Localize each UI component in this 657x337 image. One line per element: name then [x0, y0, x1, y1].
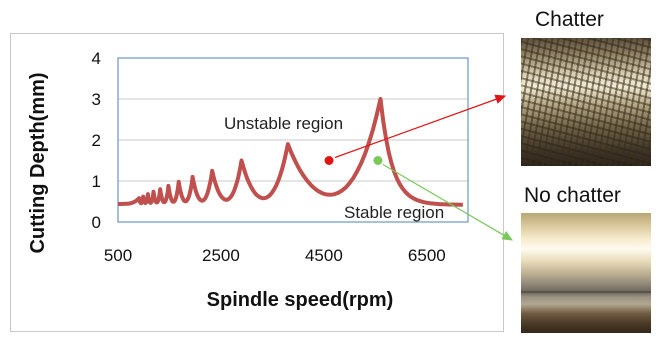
chatter-surface-photo [521, 38, 651, 166]
x-tick-4500: 4500 [305, 246, 343, 265]
y-tick-4: 4 [92, 49, 101, 68]
no-chatter-label: No chatter [524, 184, 621, 207]
y-tick-labels: 0 1 2 3 4 [92, 49, 101, 232]
stable-arrow [382, 163, 514, 241]
surface-stripe [521, 291, 651, 293]
stable-region-label: Stable region [344, 203, 444, 222]
x-axis-title: Spindle speed(rpm) [207, 289, 394, 311]
y-tick-2: 2 [92, 131, 101, 150]
y-tick-0: 0 [92, 213, 101, 232]
x-tick-labels: 500 2500 4500 6500 [104, 246, 446, 265]
chatter-point [323, 155, 335, 166]
no-chatter-surface-photo [521, 213, 651, 333]
y-tick-1: 1 [92, 172, 101, 191]
x-tick-500: 500 [104, 246, 132, 265]
y-tick-3: 3 [92, 90, 101, 109]
chart-frame [10, 33, 504, 332]
unstable-region-label: Unstable region [224, 114, 343, 133]
stable-point [372, 155, 384, 166]
x-tick-2500: 2500 [202, 246, 240, 265]
y-axis-title: Cutting Depth(mm) [27, 72, 49, 253]
plot-area-border [117, 57, 469, 223]
x-tick-6500: 6500 [408, 246, 446, 265]
chatter-label: Chatter [535, 8, 604, 31]
sample-points [323, 155, 384, 166]
stability-lobe-curve [116, 97, 463, 207]
plot-grid [118, 98, 468, 182]
chatter-arrow [334, 94, 507, 159]
